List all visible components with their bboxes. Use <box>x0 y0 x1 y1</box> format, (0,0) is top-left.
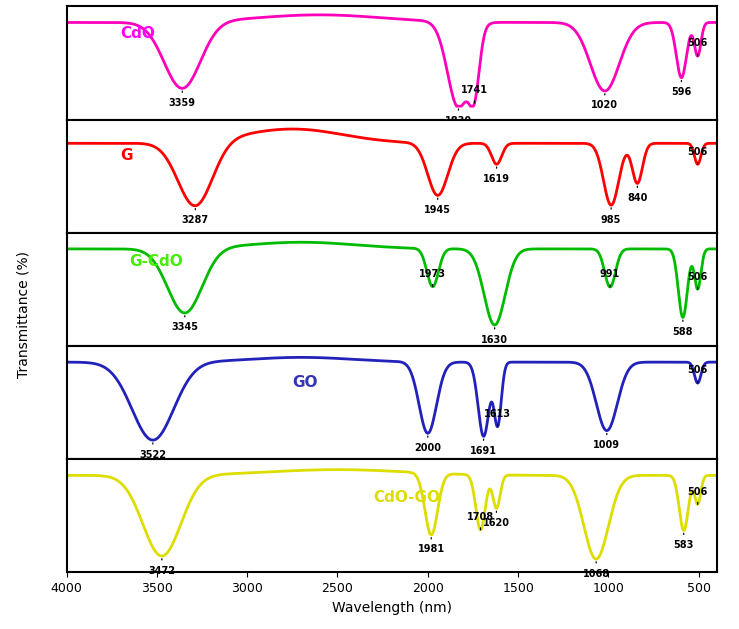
Text: 840: 840 <box>627 186 647 203</box>
Text: 506: 506 <box>687 38 708 56</box>
Text: CdO: CdO <box>120 26 156 41</box>
Text: 583: 583 <box>673 533 694 550</box>
Text: 1620: 1620 <box>483 511 510 528</box>
Text: 1613: 1613 <box>484 409 511 426</box>
Text: 3472: 3472 <box>149 559 175 576</box>
Text: 596: 596 <box>671 81 692 97</box>
Text: G-CdO: G-CdO <box>130 254 183 269</box>
Text: Transmittance (%): Transmittance (%) <box>16 251 30 378</box>
Text: CdO-GO: CdO-GO <box>374 490 440 505</box>
Text: 506: 506 <box>687 147 708 164</box>
Text: 588: 588 <box>672 320 693 337</box>
X-axis label: Wavelength (nm): Wavelength (nm) <box>332 601 452 615</box>
Text: 506: 506 <box>687 365 708 383</box>
Text: 1741: 1741 <box>461 86 488 103</box>
Text: 1630: 1630 <box>481 328 508 345</box>
Text: 1981: 1981 <box>418 538 445 554</box>
Text: 1708: 1708 <box>467 512 494 530</box>
Text: 1009: 1009 <box>593 433 620 450</box>
Text: 506: 506 <box>687 487 708 504</box>
Text: 506: 506 <box>687 272 708 289</box>
Text: 985: 985 <box>601 208 621 225</box>
Text: 1973: 1973 <box>419 269 446 287</box>
Text: 991: 991 <box>600 269 620 287</box>
Text: 1830: 1830 <box>445 109 472 126</box>
Text: G: G <box>120 148 133 164</box>
Text: 3345: 3345 <box>171 316 198 333</box>
Text: 1691: 1691 <box>470 439 497 456</box>
Text: 3359: 3359 <box>168 91 196 108</box>
Text: 1945: 1945 <box>424 198 452 215</box>
Text: 1020: 1020 <box>591 94 619 111</box>
Text: 1068: 1068 <box>582 562 610 579</box>
Text: 1619: 1619 <box>483 167 510 184</box>
Text: 2000: 2000 <box>415 436 441 453</box>
Text: 3287: 3287 <box>182 208 209 225</box>
Text: 3522: 3522 <box>140 443 166 460</box>
Text: GO: GO <box>293 375 318 390</box>
